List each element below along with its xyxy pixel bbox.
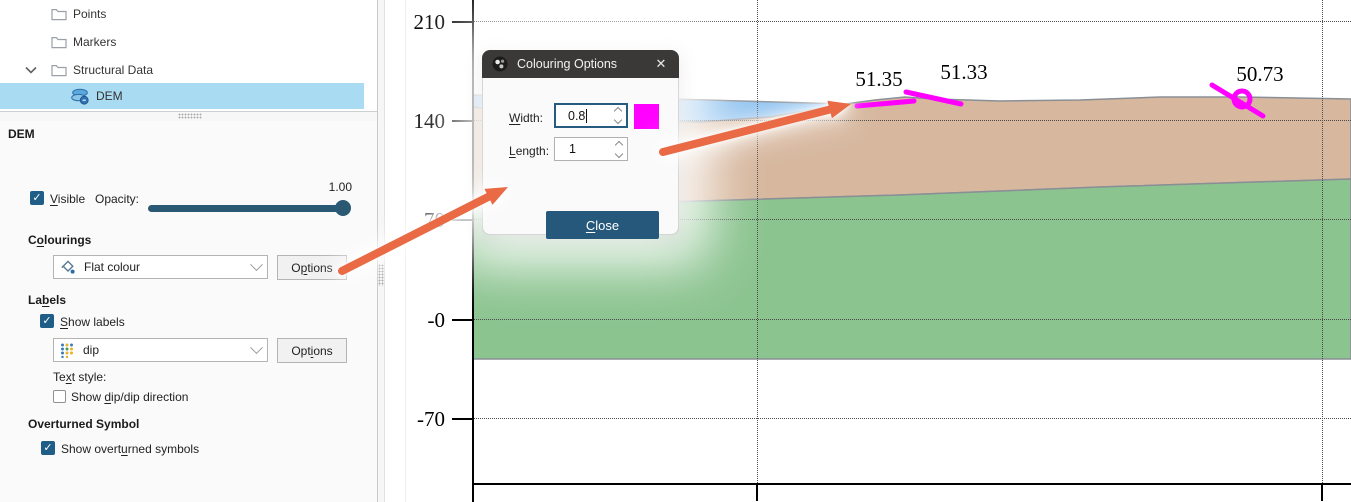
gridline — [757, 0, 758, 483]
visible-label: Visible — [50, 192, 86, 206]
y-tick-label: -0 — [427, 308, 446, 332]
x-tick — [756, 484, 758, 501]
y-tick — [452, 319, 472, 321]
horizontal-splitter-grip[interactable] — [178, 113, 202, 119]
lower-unit-layer — [472, 178, 1351, 360]
text-style-label: Text style: — [53, 370, 107, 384]
gridline — [473, 120, 1351, 121]
y-tick — [452, 219, 472, 221]
gridline — [473, 418, 1351, 419]
panel-title: DEM — [8, 127, 35, 141]
gridline — [473, 21, 1351, 22]
chevron-down-icon — [250, 340, 263, 354]
show-labels-checkbox[interactable]: ✓ — [40, 314, 54, 328]
length-label: Length: — [509, 144, 550, 158]
dip-symbol — [854, 98, 917, 109]
colourings-dropdown-value: Flat colour — [84, 260, 141, 274]
overturned-hook-icon — [1231, 88, 1253, 110]
overturned-symbol-header: Overturned Symbol — [28, 417, 140, 431]
gridline — [1322, 0, 1323, 483]
tree-item-label: DEM — [96, 89, 123, 103]
folder-icon — [51, 9, 67, 21]
length-spin-buttons[interactable] — [614, 138, 624, 160]
label-column-dropdown-value: dip — [83, 343, 100, 357]
y-tick-label: 70 — [424, 208, 445, 232]
y-tick-label: -70 — [417, 407, 445, 431]
visible-checkbox[interactable]: ✓ — [30, 191, 44, 205]
colour-swatch[interactable] — [634, 104, 659, 129]
y-tick-label: 210 — [413, 10, 446, 34]
opacity-slider-handle[interactable] — [335, 200, 351, 216]
structural-discs-icon — [71, 88, 89, 105]
text-cursor — [586, 108, 588, 123]
tree-item-dem[interactable]: DEM — [0, 83, 364, 109]
panel-border — [384, 0, 385, 502]
close-icon[interactable]: ✕ — [655, 56, 667, 71]
dip-value-label: 50.73 — [1236, 62, 1283, 86]
width-label: Width: — [509, 111, 544, 125]
tree-item-label: Markers — [73, 35, 117, 49]
x-axis-line — [472, 483, 1351, 485]
paint-bucket-icon — [61, 260, 75, 274]
dip-value-label: 51.35 — [855, 67, 902, 91]
y-tick — [452, 418, 472, 420]
opacity-slider[interactable] — [148, 205, 348, 212]
show-dip-label: Show dip/dip direction — [71, 390, 189, 404]
x-tick — [1321, 484, 1323, 501]
colourings-header: Colourings — [28, 233, 92, 247]
folder-icon — [51, 37, 67, 49]
spin-up-icon[interactable] — [613, 106, 623, 116]
opacity-label: Opacity: — [95, 192, 140, 206]
y-tick — [452, 120, 472, 122]
tree-item-label: Structural Data — [73, 63, 154, 77]
dialog-body: Width: 0.8 Length: 1 Close — [482, 78, 679, 239]
opacity-value: 1.00 — [328, 180, 352, 194]
folder-icon — [51, 65, 67, 77]
dialog-title: Colouring Options — [517, 57, 618, 71]
labels-options-button[interactable]: Options — [277, 338, 347, 363]
length-input[interactable]: 1 — [554, 137, 628, 161]
tree-item-structural-data[interactable]: Structural Data — [0, 58, 364, 82]
app-logo-icon — [492, 56, 508, 72]
close-button[interactable]: Close — [546, 211, 659, 239]
show-labels-label: Show labels — [60, 315, 125, 329]
tree-item-points[interactable]: Points — [0, 2, 364, 26]
dip-value-label: 51.33 — [940, 60, 987, 84]
spin-down-icon[interactable] — [614, 149, 624, 158]
dialog-title-bar[interactable]: Colouring Options ✕ — [482, 50, 679, 78]
colouring-options-dialog: Colouring Options ✕ Width: 0.8 Length: 1… — [482, 50, 679, 239]
chevron-down-icon — [250, 257, 263, 271]
spin-down-icon[interactable] — [613, 115, 623, 125]
width-spin-buttons[interactable] — [613, 105, 623, 126]
show-dip-checkbox[interactable] — [53, 390, 66, 403]
project-tree-panel: Points Markers Structural Data DE — [0, 0, 377, 111]
dip-annotations: 51.35 51.33 50.73 — [854, 60, 1284, 119]
tree-item-markers[interactable]: Markers — [0, 30, 364, 54]
spin-up-icon[interactable] — [614, 140, 624, 149]
gridline — [473, 319, 1351, 320]
dip-symbol — [903, 89, 964, 107]
overturned-dip-symbol — [1209, 82, 1266, 119]
tree-item-label: Points — [73, 7, 107, 21]
gridline — [473, 219, 1351, 220]
label-column-dropdown[interactable]: dip — [53, 338, 268, 362]
show-overturned-checkbox[interactable]: ✓ — [41, 441, 55, 455]
labels-header: Labels — [28, 293, 67, 307]
dot-grid-icon — [61, 343, 73, 358]
y-axis-line — [472, 0, 474, 502]
vertical-splitter-grip[interactable] — [378, 264, 384, 286]
colourings-dropdown[interactable]: Flat colour — [53, 255, 268, 279]
colourings-options-button[interactable]: Options — [277, 255, 347, 280]
width-input[interactable]: 0.8 — [554, 103, 628, 128]
properties-panel: DEM ✓ Visible Opacity: 1.00 Colourings F… — [0, 121, 377, 502]
chevron-down-icon[interactable] — [24, 64, 38, 76]
y-tick-label: 140 — [413, 109, 446, 133]
y-tick — [452, 21, 472, 23]
show-overturned-label: Show overturned symbols — [61, 442, 200, 456]
